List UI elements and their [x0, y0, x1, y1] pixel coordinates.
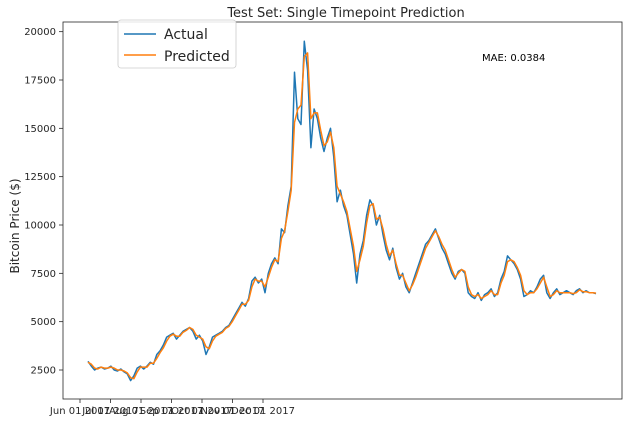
legend: Actual Predicted [117, 19, 237, 69]
x-tick-label: Aug 01 2017 [109, 406, 173, 417]
legend-label-predicted: Predicted [164, 49, 230, 65]
x-tick-label: Jun 01 2017 [49, 406, 110, 417]
legend-label-actual: Actual [164, 27, 208, 43]
y-axis: 2500 5000 7500 10000 12500 15000 17500 20000 [24, 27, 63, 377]
legend-frame [117, 19, 237, 69]
x-tick-label: Dec 01 2017 [231, 406, 295, 417]
x-tick-label: Nov 01 2017 [200, 406, 264, 417]
mae-annotation: MAE: 0.0384 [482, 53, 545, 64]
y-tick-label: 10000 [24, 221, 56, 232]
plot-frame [62, 21, 623, 400]
y-tick-label: 17500 [24, 76, 56, 87]
x-tick-label: Sep 01 2017 [140, 406, 203, 417]
x-tick-label: Oct 01 2017 [171, 406, 233, 417]
y-tick-label: 15000 [24, 124, 56, 135]
series-layer [87, 40, 597, 382]
y-axis-label: Bitcoin Price ($) [8, 178, 22, 273]
x-tick-label: Jul 01 2017 [81, 406, 139, 417]
y-tick-label: 5000 [31, 317, 56, 328]
y-tick-label: 12500 [24, 172, 56, 183]
y-tick-label: 20000 [24, 27, 56, 38]
y-tick-label: 7500 [31, 269, 56, 280]
series-line-predicted [87, 52, 597, 380]
chart-title: Test Set: Single Timepoint Prediction [226, 6, 464, 21]
y-tick-label: 2500 [31, 366, 56, 377]
